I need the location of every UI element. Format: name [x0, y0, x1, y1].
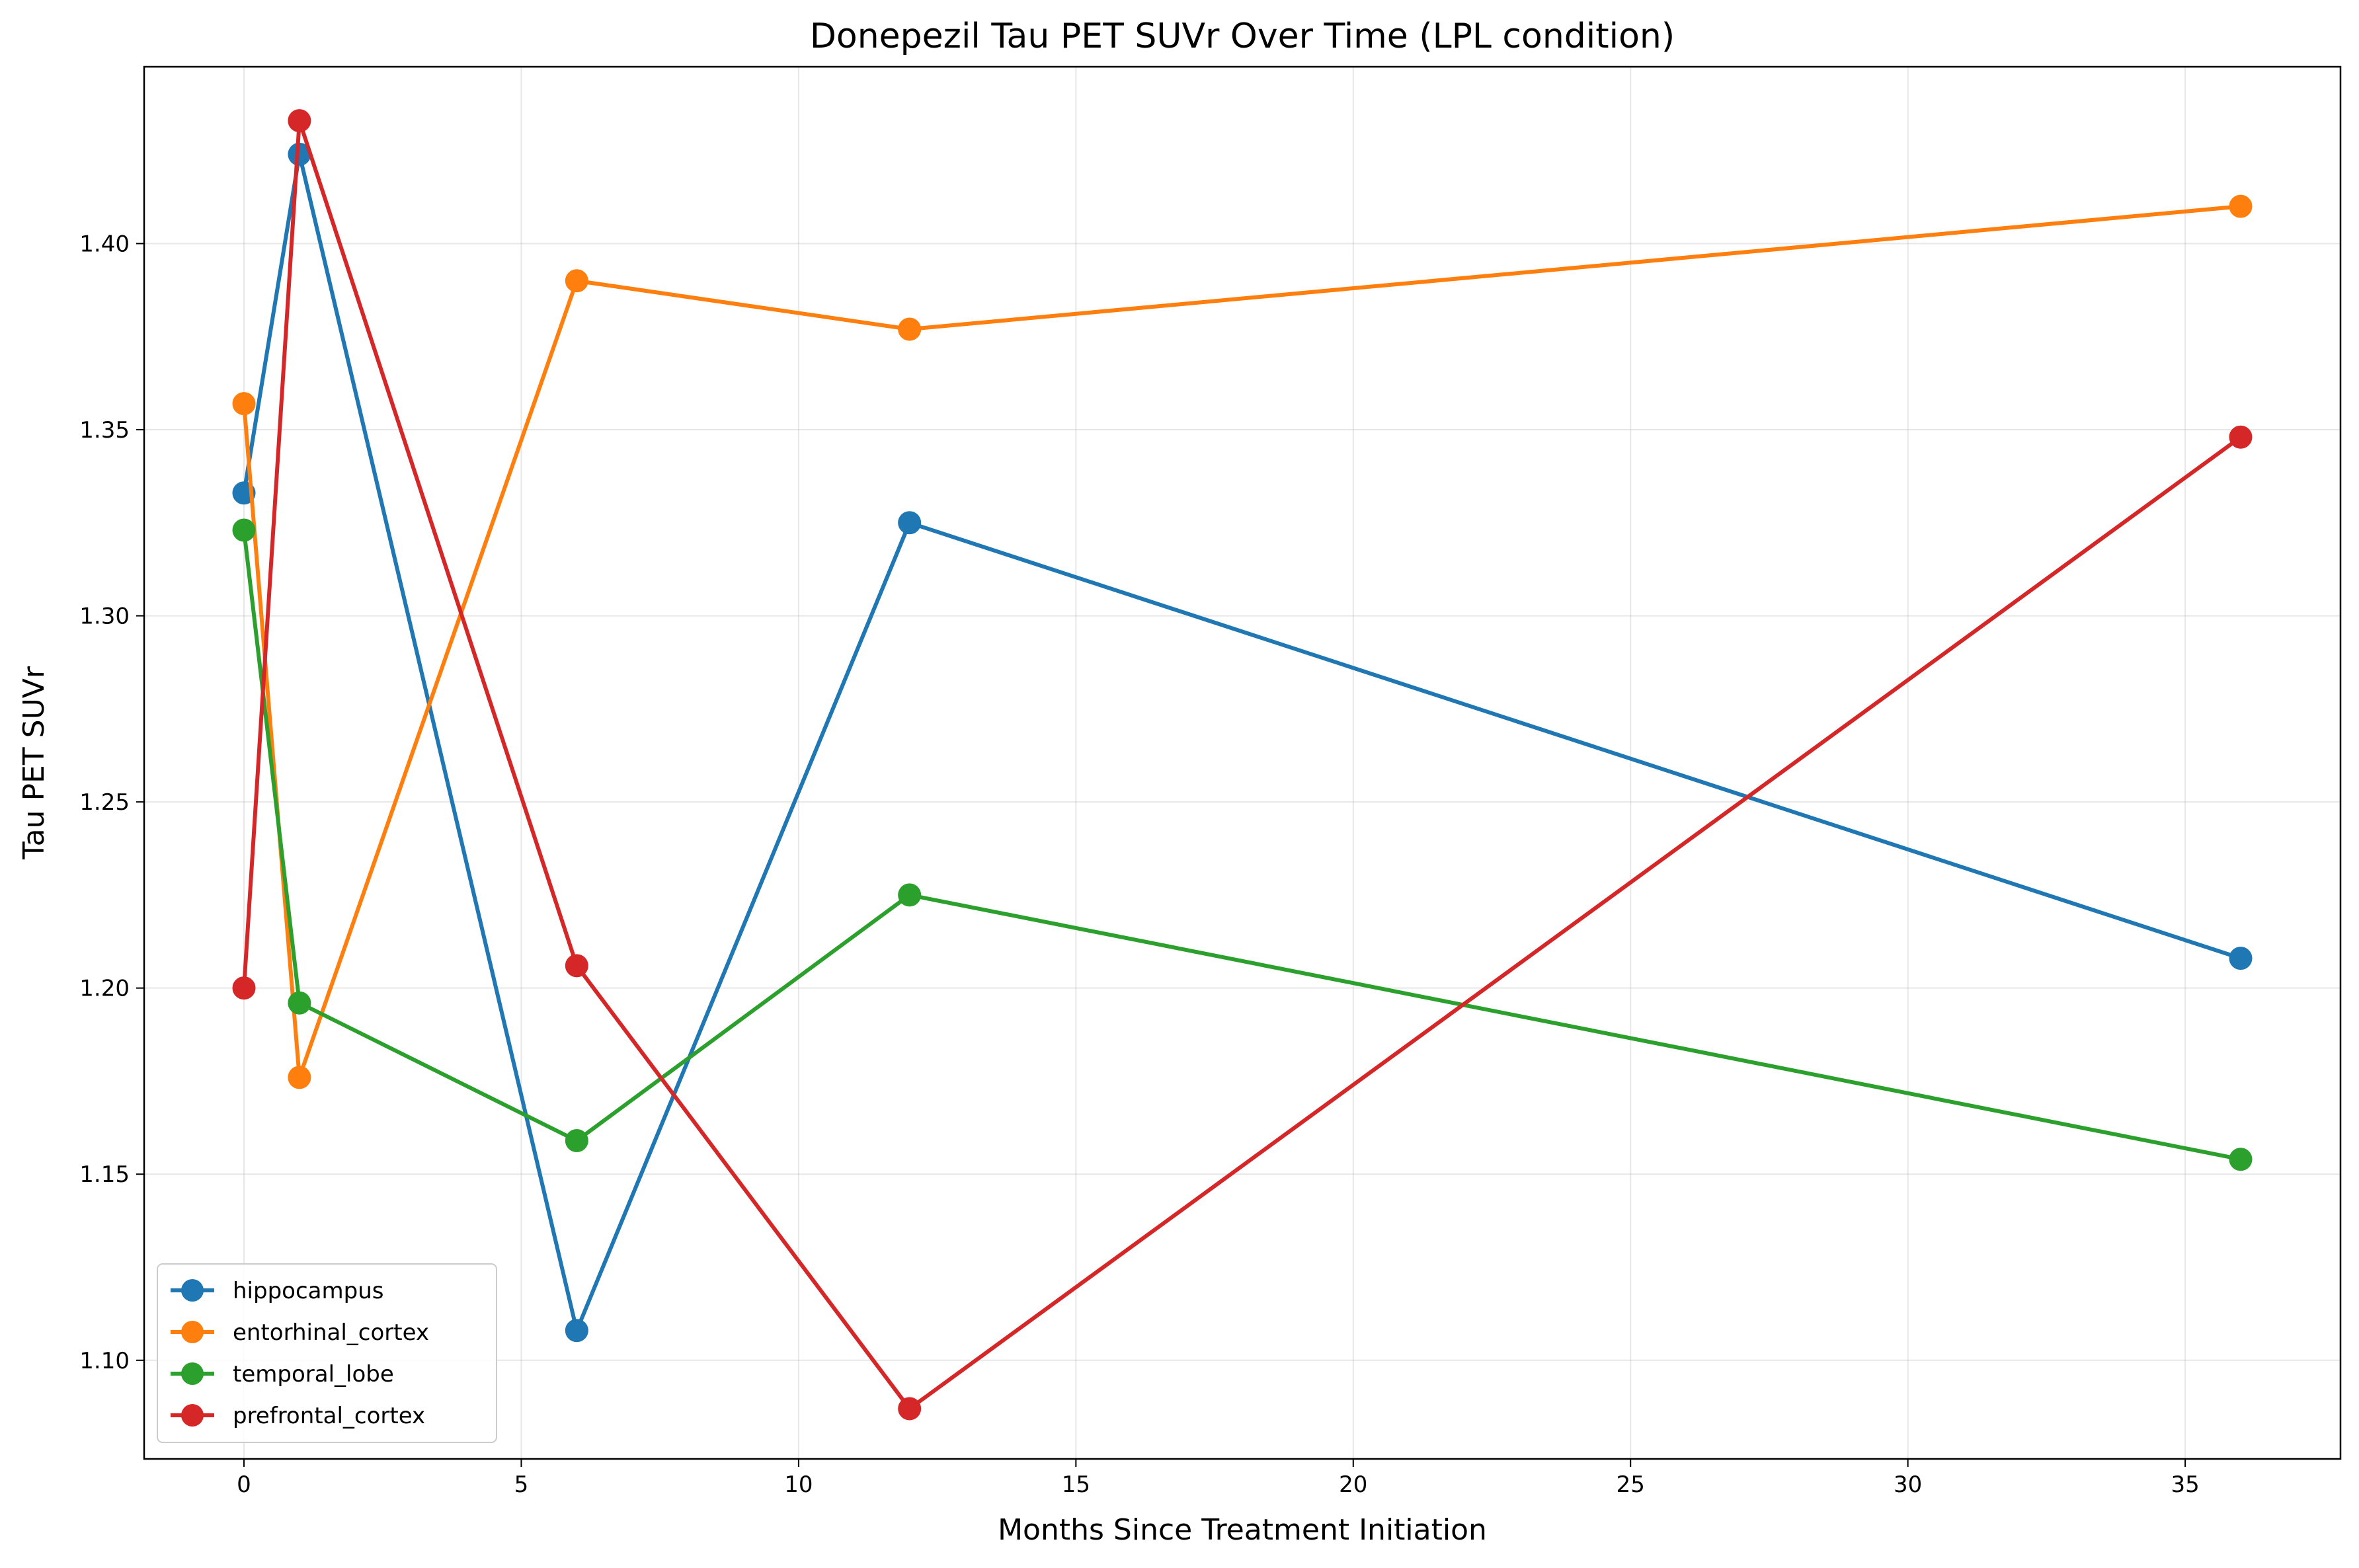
y-tick-label: 1.25 — [79, 789, 130, 816]
x-tick-label: 10 — [784, 1471, 813, 1498]
data-point-entorhinal_cortex — [898, 317, 922, 341]
data-point-temporal_lobe — [2229, 1148, 2253, 1171]
y-tick-label: 1.15 — [79, 1161, 130, 1188]
data-point-temporal_lobe — [288, 991, 311, 1015]
legend-entry-prefrontal_cortex: prefrontal_cortex — [171, 1403, 425, 1429]
x-tick-label: 25 — [1617, 1471, 1645, 1498]
legend: hippocampus entorhinal_cortex temporal_lob… — [157, 1263, 497, 1443]
series-temporal_lobe — [232, 518, 2253, 1171]
series-prefrontal_cortex — [232, 109, 2253, 1421]
data-point-prefrontal_cortex — [232, 976, 256, 1000]
series-entorhinal_cortex — [232, 194, 2253, 1089]
data-point-entorhinal_cortex — [232, 392, 256, 416]
legend-entry-entorhinal_cortex: entorhinal_cortex — [171, 1319, 429, 1346]
x-tick-label: 20 — [1339, 1471, 1367, 1498]
x-tick-label: 5 — [514, 1471, 529, 1498]
data-point-temporal_lobe — [565, 1129, 588, 1153]
legend-marker — [181, 1362, 204, 1385]
x-tick-label: 0 — [237, 1471, 251, 1498]
x-tick-label: 35 — [2171, 1471, 2199, 1498]
plot-frame — [143, 65, 2342, 1460]
y-tick-label: 1.20 — [79, 976, 130, 1002]
series-line-temporal_lobe — [242, 528, 2243, 1161]
y-tick-label: 1.10 — [79, 1348, 130, 1374]
x-tick-label: 15 — [1062, 1471, 1090, 1498]
data-point-prefrontal_cortex — [565, 954, 588, 978]
series-hippocampus — [232, 142, 2253, 1343]
legend-entry-hippocampus: hippocampus — [171, 1278, 383, 1304]
data-point-entorhinal_cortex — [288, 1066, 311, 1089]
data-point-hippocampus — [898, 511, 922, 535]
tick-layer: 0 5 10 15 20 25 30 35 1.10 1.15 1.20 1.25 1.30 1.35 1.… — [79, 231, 2199, 1498]
y-tick-label: 1.30 — [79, 604, 130, 630]
legend-marker — [181, 1321, 204, 1343]
x-axis-label: Months Since Treatment Initiation — [998, 1513, 1487, 1547]
data-point-temporal_lobe — [232, 518, 256, 542]
y-tick-label: 1.40 — [79, 231, 130, 257]
data-point-temporal_lobe — [898, 883, 922, 907]
legend-box — [157, 1263, 497, 1443]
data-point-prefrontal_cortex — [898, 1397, 922, 1421]
chart-title: Donepezil Tau PET SUVr Over Time (LPL co… — [810, 17, 1675, 56]
legend-label: temporal_lobe — [233, 1361, 394, 1388]
series-line-hippocampus — [242, 152, 2243, 1333]
legend-marker — [181, 1404, 204, 1427]
data-point-entorhinal_cortex — [565, 269, 588, 293]
data-point-entorhinal_cortex — [2229, 194, 2253, 218]
data-point-hippocampus — [2229, 947, 2253, 970]
series-line-entorhinal_cortex — [242, 204, 2243, 1079]
legend-marker — [181, 1279, 204, 1302]
legend-label: hippocampus — [233, 1278, 383, 1304]
y-axis-label: Tau PET SUVr — [17, 666, 51, 860]
data-point-prefrontal_cortex — [2229, 425, 2253, 449]
grid-layer — [144, 67, 2340, 1459]
data-point-prefrontal_cortex — [288, 109, 311, 133]
legend-entry-temporal_lobe: temporal_lobe — [171, 1361, 394, 1388]
series-line-prefrontal_cortex — [242, 118, 2243, 1411]
legend-label: prefrontal_cortex — [233, 1403, 425, 1429]
x-tick-label: 30 — [1894, 1471, 1922, 1498]
legend-label: entorhinal_cortex — [233, 1319, 429, 1346]
y-tick-label: 1.35 — [79, 417, 130, 444]
data-point-hippocampus — [565, 1319, 588, 1343]
series-layer — [232, 109, 2253, 1421]
